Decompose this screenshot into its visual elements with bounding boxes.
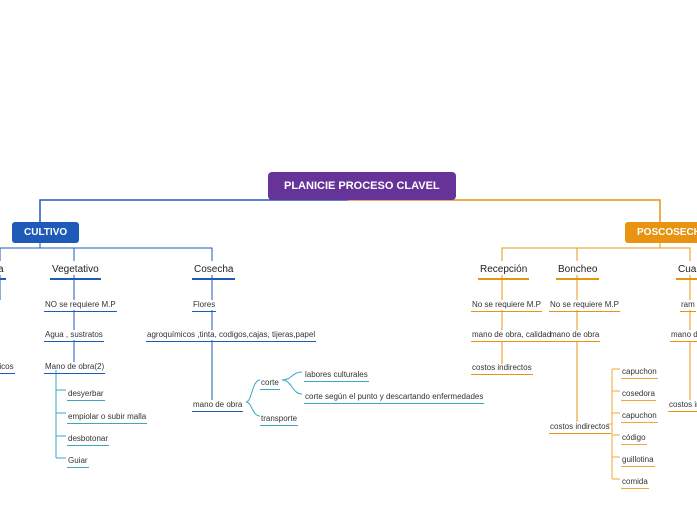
sub-17: mano de obra, calidad [471,328,552,342]
sub-23: cosedora [621,387,656,401]
sub-7: desbotonar [67,432,109,446]
sub-30: costos in [668,398,697,412]
sub-5: desyerbar [67,387,105,401]
sub-29: mano d [670,328,697,342]
sub-11: mano de obra [192,398,243,412]
sub-4: Mano de obra(2) [44,360,105,374]
sub-6: empiolar o subir malla [67,410,147,424]
sub-22: capuchon [621,365,658,379]
sub-13: transporte [260,412,298,426]
topic-rec: Recepción [478,261,529,280]
topic-cuar: Cuart [676,261,697,280]
sub-18: costos indirectos [471,361,533,375]
sub-27: comida [621,475,649,489]
root-node: PLANICIE PROCESO CLAVEL [268,172,456,200]
phase-cultivo: CULTIVO [12,222,79,243]
sub-28: ram [680,298,696,312]
sub-25: código [621,431,647,445]
topic-bon: Boncheo [556,261,599,280]
sub-2: Agua , sustratos [44,328,104,342]
sub-21: costos indirectos [549,420,611,434]
topic-cos: Cosecha [192,261,235,280]
sub-3: groquímicos [0,360,15,374]
sub-12: corte [260,376,280,390]
sub-8: Guiar [67,454,89,468]
sub-24: capuchon [621,409,658,423]
sub-20: mano de obra [549,328,600,342]
phase-poscosecha: POSCOSECHA [625,222,697,243]
sub-19: No se requiere M.P [549,298,620,312]
sub-10: agroquímicos ,tinta, codigos,cajas, tije… [146,328,316,342]
sub-16: No se requiere M.P [471,298,542,312]
sub-15: corte según el punto y descartando enfer… [304,390,484,404]
topic-a: a [0,261,6,280]
sub-14: labores culturales [304,368,369,382]
sub-0: NO se requiere M.P [44,298,117,312]
sub-26: guillotina [621,453,655,467]
topic-veg: Vegetativo [50,261,101,280]
sub-9: Flores [192,298,216,312]
